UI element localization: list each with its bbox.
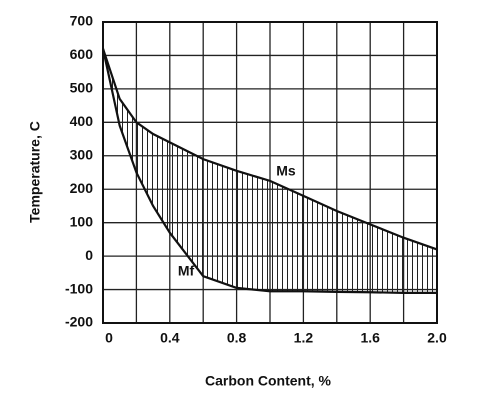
x-axis-label: Carbon Content, % (205, 373, 332, 389)
plot-frame (102, 21, 438, 324)
curve (101, 48, 438, 251)
y-tick-label: 600 (70, 46, 94, 62)
x-tick-label: 1.6 (360, 330, 380, 346)
x-tick-label: 0.8 (227, 330, 247, 346)
x-tick-label: 0.4 (160, 330, 180, 346)
y-tick-label: 400 (70, 113, 94, 129)
y-tick-label: -100 (65, 280, 93, 296)
y-tick-label: 0 (85, 247, 93, 263)
x-tick-label: 2.0 (427, 330, 447, 346)
x-tick-label: 0 (105, 330, 113, 346)
y-tick-label: 500 (70, 80, 94, 96)
curve (101, 48, 437, 294)
series-label: Mf (178, 263, 195, 279)
y-axis-label: Temperature, C (27, 121, 43, 223)
y-tick-label: 300 (70, 146, 94, 162)
y-tick-label: 100 (70, 213, 94, 229)
series-label: Ms (276, 163, 296, 179)
y-tick-label: -200 (65, 314, 93, 330)
hatch-area (103, 48, 437, 293)
y-tick-label: 200 (70, 180, 94, 196)
y-tick-label: 700 (70, 13, 94, 29)
x-tick-label: 1.2 (294, 330, 314, 346)
